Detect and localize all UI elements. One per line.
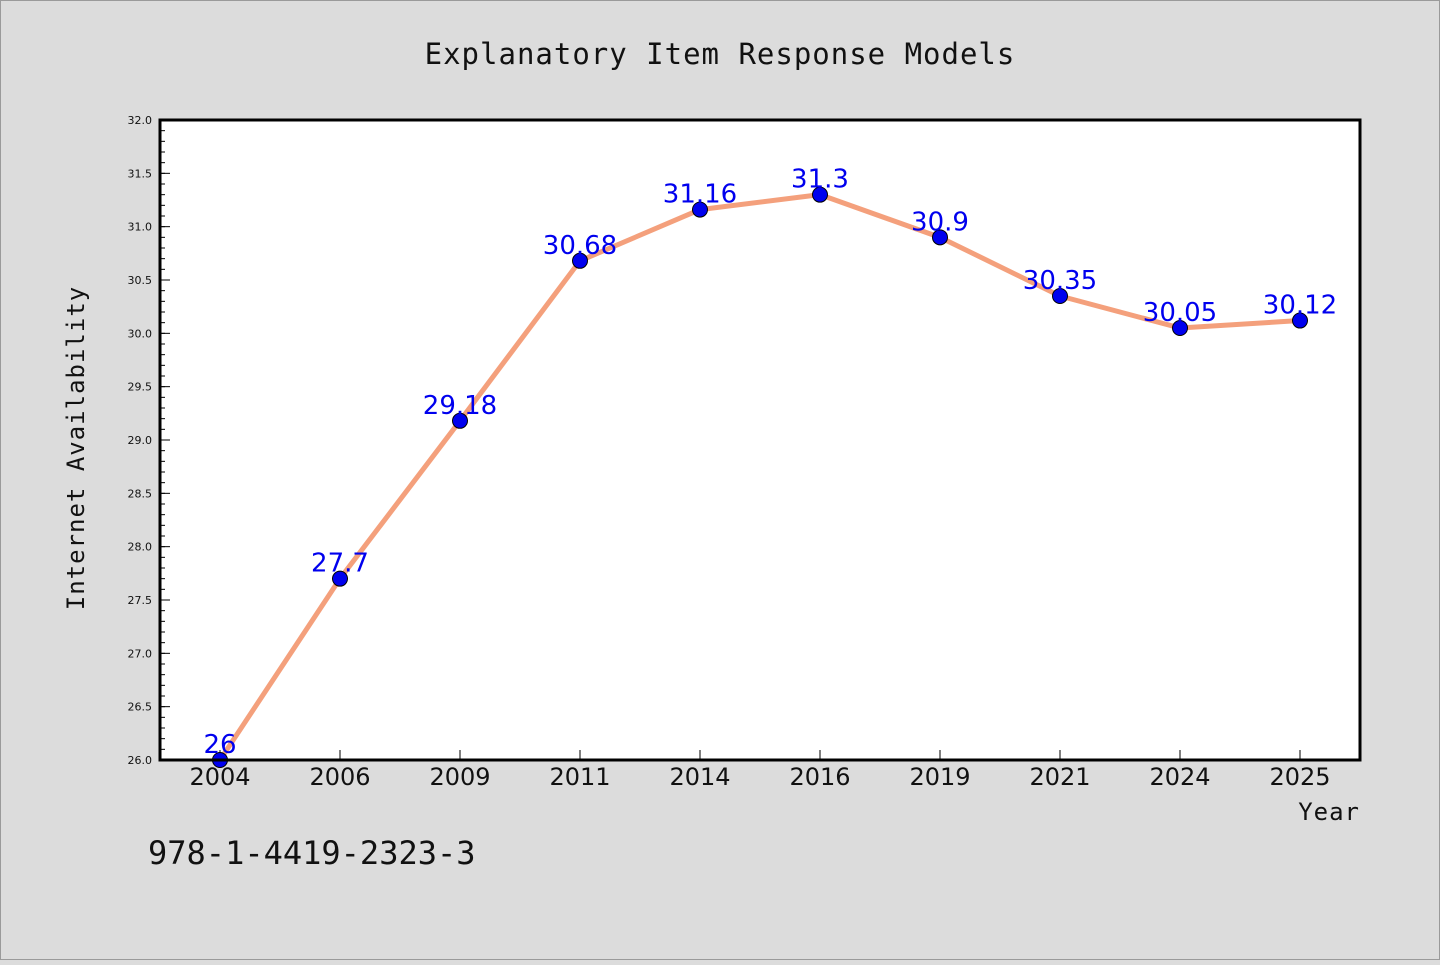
x-tick-label: 2025 (1269, 763, 1330, 791)
y-tick-label: 27.5 (128, 594, 153, 607)
y-axis-ticks: 26.0 26.5 27.0 27.5 28.0 28.5 29.0 29.5 30.0 30.5… (128, 114, 170, 767)
x-tick-label: 2024 (1149, 763, 1210, 791)
y-tick-label: 29.5 (128, 381, 153, 394)
plot-border (158, 118, 1362, 762)
y-tick-label: 31.5 (128, 167, 153, 180)
data-point (692, 201, 708, 218)
x-axis-ticks: 2004 2006 2009 2011 2014 2016 2019 2021 2024 2025 (189, 750, 1331, 791)
data-label: 30.68 (543, 231, 617, 261)
x-tick-label: 2006 (309, 763, 370, 791)
y-tick-label: 30.5 (128, 274, 153, 287)
y-tick-label: 26.5 (128, 701, 153, 714)
y-tick-label: 30.0 (128, 327, 153, 340)
data-label: 30.05 (1143, 298, 1217, 328)
x-tick-label: 2011 (549, 763, 610, 791)
chart-title: Explanatory Item Response Models (425, 37, 1016, 71)
data-point (1172, 320, 1188, 336)
y-tick-label: 27.0 (128, 647, 153, 660)
x-tick-label: 2014 (669, 763, 730, 791)
y-axis-label: Internet Availability (62, 286, 90, 610)
data-point (452, 412, 468, 429)
series-layer: 26 27.7 29.18 30.68 31.16 31.3 30.9 30.35 30.05 3… (203, 165, 1337, 768)
y-tick-label: 29.0 (128, 434, 153, 447)
data-label: 31.3 (791, 165, 849, 195)
data-point (1052, 288, 1068, 304)
data-label: 26 (203, 730, 236, 760)
x-tick-label: 2016 (789, 763, 850, 791)
data-point (572, 252, 588, 269)
data-label: 27.7 (311, 549, 369, 579)
data-label: 30.9 (911, 207, 969, 237)
y-tick-label: 32.0 (128, 114, 153, 127)
isbn-annotation: 978-1-4419-2323-3 (148, 834, 476, 872)
y-tick-label: 26.0 (128, 754, 153, 767)
y-tick-label: 31.0 (128, 221, 153, 234)
y-tick-label: 28.5 (128, 487, 153, 500)
data-label: 29.18 (423, 391, 497, 421)
data-label: 30.12 (1263, 291, 1337, 321)
x-tick-label: 2009 (429, 763, 490, 791)
data-point (812, 186, 828, 203)
data-point (932, 229, 948, 246)
data-label: 31.16 (663, 180, 737, 210)
x-tick-label: 2021 (1029, 763, 1090, 791)
series-line (217, 192, 1303, 763)
data-label: 30.35 (1023, 266, 1097, 296)
x-axis-label: Year (1298, 798, 1360, 826)
x-tick-label: 2019 (909, 763, 970, 791)
data-point (332, 570, 348, 587)
y-tick-label: 28.0 (128, 541, 153, 554)
plot-area (160, 120, 1360, 760)
data-point (1292, 312, 1308, 329)
